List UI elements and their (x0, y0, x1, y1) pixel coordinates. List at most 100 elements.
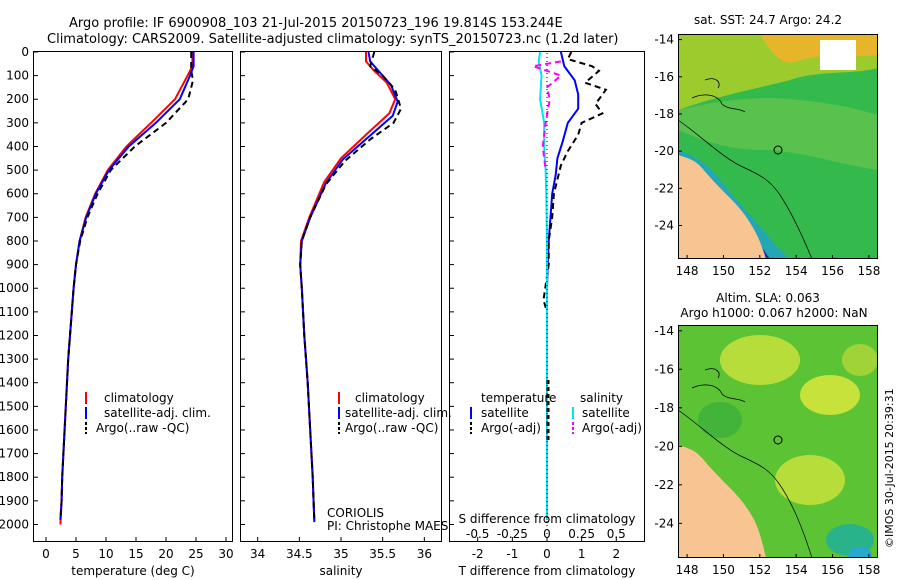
map-lon-tick-label: 158 (857, 563, 880, 577)
sla-high-3 (775, 455, 845, 505)
legend-label-s-satellite: satellite (582, 406, 630, 420)
salinity-series (299, 51, 403, 523)
legend-label-t-argo: Argo(-adj) (481, 421, 541, 435)
map-lon-tick-label: 156 (821, 264, 844, 278)
map-lat-tick-label: -20 (654, 439, 674, 453)
sst-land (678, 155, 766, 259)
legend-label-s-argo: Argo(-adj) (582, 421, 642, 435)
imos-stamp: ©IMOS 30-Jul-2015 20:39:31 (883, 388, 896, 548)
temperature-tick-label: 20 (158, 547, 173, 561)
salinity-panel-frame (240, 51, 442, 542)
legend-label-climatology: climatology (355, 391, 425, 405)
legend-label-argo: Argo(..raw -QC) (345, 421, 438, 435)
depth-tick-label: 1200 (0, 328, 29, 342)
s-difference-tick-label: -0.5 (466, 527, 489, 541)
series-line (299, 52, 397, 520)
series-line (299, 51, 403, 520)
series-line (299, 51, 399, 523)
temperature-tick-label: 5 (72, 547, 80, 561)
map-lat-tick-label: -20 (654, 144, 674, 158)
map-lon-tick-label: 148 (676, 563, 699, 577)
t-difference-tick-label: 0 (543, 547, 551, 561)
series-line (59, 52, 195, 520)
depth-tick-label: 200 (6, 92, 29, 106)
salinity-tick-label: 34 (250, 547, 265, 561)
depth-tick-label: 2000 (0, 517, 29, 531)
map-lon-tick-label: 148 (676, 264, 699, 278)
depth-axis: 0 100 200 300 400 500 600 700 800 900 1000 1100 1200… (0, 45, 454, 531)
depth-tick-label: 1900 (0, 494, 29, 508)
salinity-legend: climatology satellite-adj. clim. Argo(..… (327, 391, 452, 533)
map-lat-tick-label: -14 (654, 33, 674, 47)
depth-tick-label: 1500 (0, 399, 29, 413)
salinity-tick-label: 35.5 (369, 547, 396, 561)
temperature-tick-label: 0 (42, 547, 50, 561)
series-line (542, 51, 608, 313)
sla-low-1 (698, 402, 742, 438)
salinity-x-axis: 34 34.5 35 35.5 36 (250, 537, 432, 561)
map-lat-tick-label: -16 (654, 362, 674, 376)
legend-label-t-satellite: satellite (481, 406, 529, 420)
series-line (532, 60, 563, 171)
sst-map-title: sat. SST: 24.7 Argo: 24.2 (694, 13, 842, 27)
t-difference-tick-label: 2 (612, 547, 620, 561)
t-difference-xlabel: T difference from climatology (458, 564, 636, 578)
sst-mid-green (678, 98, 878, 170)
t-difference-tick-label: 1 (578, 547, 586, 561)
depth-tick-label: 1600 (0, 423, 29, 437)
sla-map-title-1: Altim. SLA: 0.063 (716, 291, 820, 305)
sla-low-3 (848, 547, 872, 558)
temperature-tick-label: 25 (188, 547, 203, 561)
sla-map (678, 325, 878, 558)
difference-series (532, 51, 608, 520)
temperature-tick-label: 30 (218, 547, 233, 561)
sla-high-4 (842, 344, 878, 376)
series-line (546, 51, 580, 520)
temperature-tick-label: 15 (128, 547, 143, 561)
map-lat-tick-label: -22 (654, 181, 674, 195)
salinity-tick-label: 35 (333, 547, 348, 561)
legend-label-climatology: climatology (104, 391, 174, 405)
header-line-1: Argo profile: IF 6900908_103 21-Jul-2015… (69, 16, 563, 31)
legend-title-temperature: temperature (481, 391, 556, 405)
sla-shelf-contour (678, 409, 813, 558)
s-difference-tick-label: 0.25 (568, 527, 595, 541)
depth-tick-label: 1300 (0, 352, 29, 366)
sla-map-frame (678, 325, 878, 558)
salinity-tick-label: 34.5 (286, 547, 313, 561)
t-difference-tick-label: -1 (506, 547, 518, 561)
map-lat-tick-label: -18 (654, 107, 674, 121)
map-lon-tick-label: 154 (785, 563, 808, 577)
map-lon-tick-label: 152 (748, 264, 771, 278)
legend-label-satellite-adj: satellite-adj. clim. (104, 406, 211, 420)
difference-panel-frame (449, 51, 645, 542)
sla-reef-outline (691, 368, 746, 403)
s-difference-tick-label: 0.5 (607, 527, 626, 541)
map-axes: 148 150 152 154 156 158 -14 -16 -18 -20 -22 -24 148 1… (654, 33, 880, 577)
salinity-xlabel: salinity (319, 564, 362, 578)
sst-profile-marker (773, 145, 783, 155)
sla-high-1 (720, 335, 800, 385)
map-lat-tick-label: -24 (654, 219, 674, 233)
temperature-panel-frame (33, 51, 233, 542)
map-lat-tick-label: -22 (654, 478, 674, 492)
legend-title-salinity: salinity (580, 391, 623, 405)
depth-tick-label: 1000 (0, 281, 29, 295)
map-lat-tick-label: -14 (654, 324, 674, 338)
legend-label-satellite-adj: satellite-adj. clim. (345, 406, 452, 420)
series-line (59, 52, 194, 525)
map-lat-tick-label: -16 (654, 70, 674, 84)
header-line-2: Climatology: CARS2009. Satellite-adjuste… (47, 32, 619, 47)
s-difference-xlabel: S difference from climatology (459, 512, 636, 526)
sst-shelf-contour (678, 119, 813, 259)
depth-tick-label: 1400 (0, 376, 29, 390)
depth-tick-label: 600 (6, 187, 29, 201)
legend-label-argo: Argo(..raw -QC) (96, 421, 189, 435)
depth-tick-label: 700 (6, 210, 29, 224)
series-line (59, 52, 195, 520)
sst-reef-outline (691, 78, 746, 113)
temperature-series (59, 52, 195, 525)
sst-map-frame (678, 34, 878, 259)
map-lon-tick-label: 152 (748, 563, 771, 577)
